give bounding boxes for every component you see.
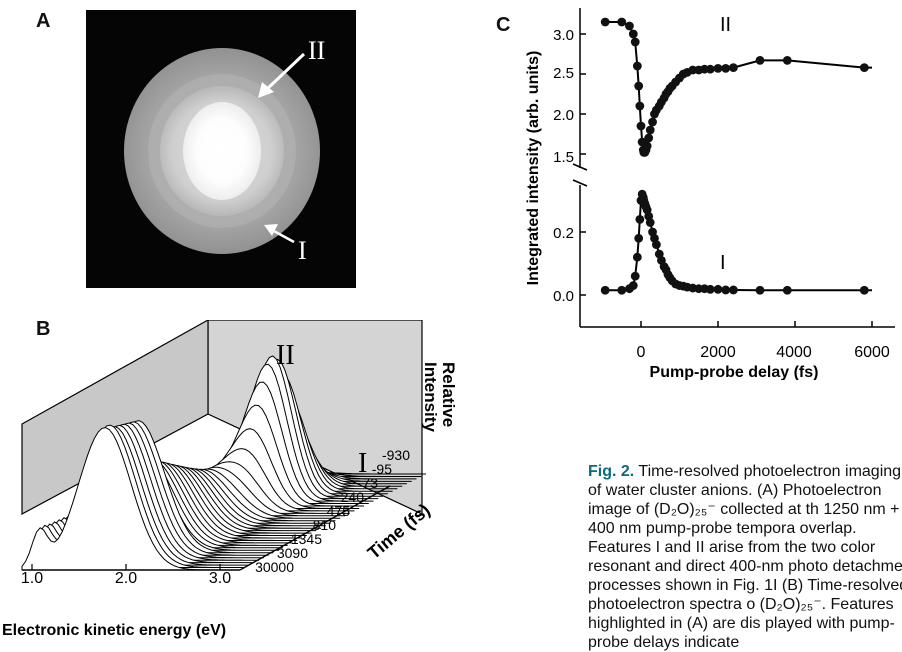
- x-tick-3: 3.0: [209, 570, 231, 587]
- plot-axes: [572, 8, 895, 328]
- data-point-series-i: [645, 218, 655, 227]
- time-tick-label: 30000: [255, 559, 294, 575]
- x-tick-1: 1.0: [21, 570, 43, 587]
- photoelectron-image: II I: [86, 10, 356, 288]
- data-point-series-i: [652, 240, 661, 250]
- peak-i-label: I: [358, 448, 367, 479]
- data-point-series-ii: [617, 17, 627, 27]
- data-point-series-ii: [729, 63, 738, 72]
- data-point-series-ii: [705, 64, 715, 74]
- series-i-label: I: [720, 252, 726, 274]
- plot-axes: [22, 485, 391, 571]
- data-point-series-ii: [755, 56, 765, 65]
- time-tick-label: 475: [327, 503, 351, 519]
- feature-ii-label: II: [308, 36, 326, 65]
- panel-b-label: B: [36, 318, 51, 340]
- y-axis-label: Integrated intensity (arb. units): [525, 51, 542, 286]
- figure-caption: Fig. 2. Time-resolved photoelectron imag…: [588, 462, 902, 652]
- data-point-series-i: [628, 281, 638, 290]
- data-point-series-ii: [782, 56, 792, 65]
- data-point-series-ii: [648, 117, 657, 127]
- data-point-series-i: [721, 285, 731, 295]
- data-point-series-ii: [635, 101, 645, 111]
- data-point-series-ii: [636, 121, 646, 131]
- data-point-series-i: [600, 285, 610, 295]
- data-point-series-i: [782, 285, 792, 295]
- y-tick-3-0: 3.0: [553, 27, 574, 44]
- data-point-series-i: [634, 233, 644, 243]
- y-tick-2-5: 2.5: [553, 65, 574, 82]
- data-point-series-ii: [600, 17, 610, 27]
- waterfall-plot: 1.0 2.0 3.0 Electronic kinetic energy (e…: [2, 320, 458, 639]
- peak-ii-label: II: [276, 340, 295, 371]
- axis-break-mark-2: [572, 179, 588, 187]
- x-tick-4000: 4000: [776, 344, 812, 361]
- x-axis-label: Electronic kinetic energy (eV): [2, 622, 226, 639]
- time-tick-label: 3090: [277, 545, 308, 561]
- data-point-series-i: [630, 271, 640, 281]
- data-point-series-ii: [632, 61, 642, 71]
- side-wall: [21, 320, 209, 516]
- data-point-series-i: [755, 285, 765, 295]
- feature-i-label: I: [298, 236, 307, 265]
- caption-text: Time-resolved photoelectron imag­ing of …: [588, 463, 902, 651]
- series-ii-label: II: [720, 14, 731, 36]
- z-label-line1: Relative: [439, 362, 458, 427]
- x-tick-6000: 6000: [854, 344, 890, 361]
- data-point-series-ii: [713, 64, 723, 73]
- data-point-series-ii: [628, 29, 638, 39]
- data-point-series-i: [617, 285, 627, 295]
- data-points: [600, 17, 869, 295]
- data-point-series-i: [635, 215, 645, 224]
- data-point-series-i: [705, 284, 715, 294]
- x-tick-0: 0: [637, 344, 646, 361]
- time-tick-label: 73: [362, 475, 378, 491]
- bright-center: [183, 102, 261, 200]
- panel-a-arrows: [258, 52, 306, 244]
- data-point-series-i: [859, 285, 869, 295]
- time-tick-label: -930: [382, 447, 410, 463]
- caption-figure-number: Fig. 2.: [588, 463, 635, 480]
- spectra-curves: [21, 355, 426, 571]
- time-tick-label: 1345: [291, 531, 322, 547]
- integrated-intensity-plot: 3.0 2.5 2.0 1.5 0.2 0.0 0 2000 4000 6000…: [525, 8, 895, 380]
- data-point-series-i: [713, 284, 723, 294]
- data-point-series-i: [729, 285, 738, 295]
- x-axis-label: Pump-probe delay (fs): [650, 364, 819, 380]
- data-point-series-ii: [642, 141, 652, 151]
- time-tick-label: -95: [372, 461, 392, 477]
- y-tick-1-5: 1.5: [553, 149, 574, 166]
- fit-line-series-ii: [605, 21, 872, 154]
- x-tick-2: 2.0: [115, 570, 137, 587]
- data-point-series-ii: [721, 64, 731, 73]
- data-point-series-ii: [625, 21, 634, 31]
- y-tick-0-2: 0.2: [553, 225, 574, 242]
- panel-c-label: C: [496, 14, 511, 36]
- data-point-series-i: [632, 252, 642, 262]
- data-point-series-ii: [644, 133, 654, 143]
- time-axis: [239, 485, 391, 571]
- z-label-line2: Intensity: [421, 362, 440, 432]
- data-point-series-ii: [634, 81, 644, 91]
- y-tick-2-0: 2.0: [553, 107, 574, 124]
- data-point-series-ii: [859, 63, 869, 72]
- time-tick-label: 810: [313, 517, 337, 533]
- y-tick-0-0: 0.0: [553, 288, 574, 305]
- panel-a-label: A: [36, 10, 51, 32]
- x-tick-2000: 2000: [700, 344, 736, 361]
- data-point-series-ii: [645, 125, 655, 135]
- time-tick-label: 240: [341, 489, 365, 505]
- data-point-series-ii: [630, 37, 640, 47]
- axis-break-mark-1: [572, 163, 588, 171]
